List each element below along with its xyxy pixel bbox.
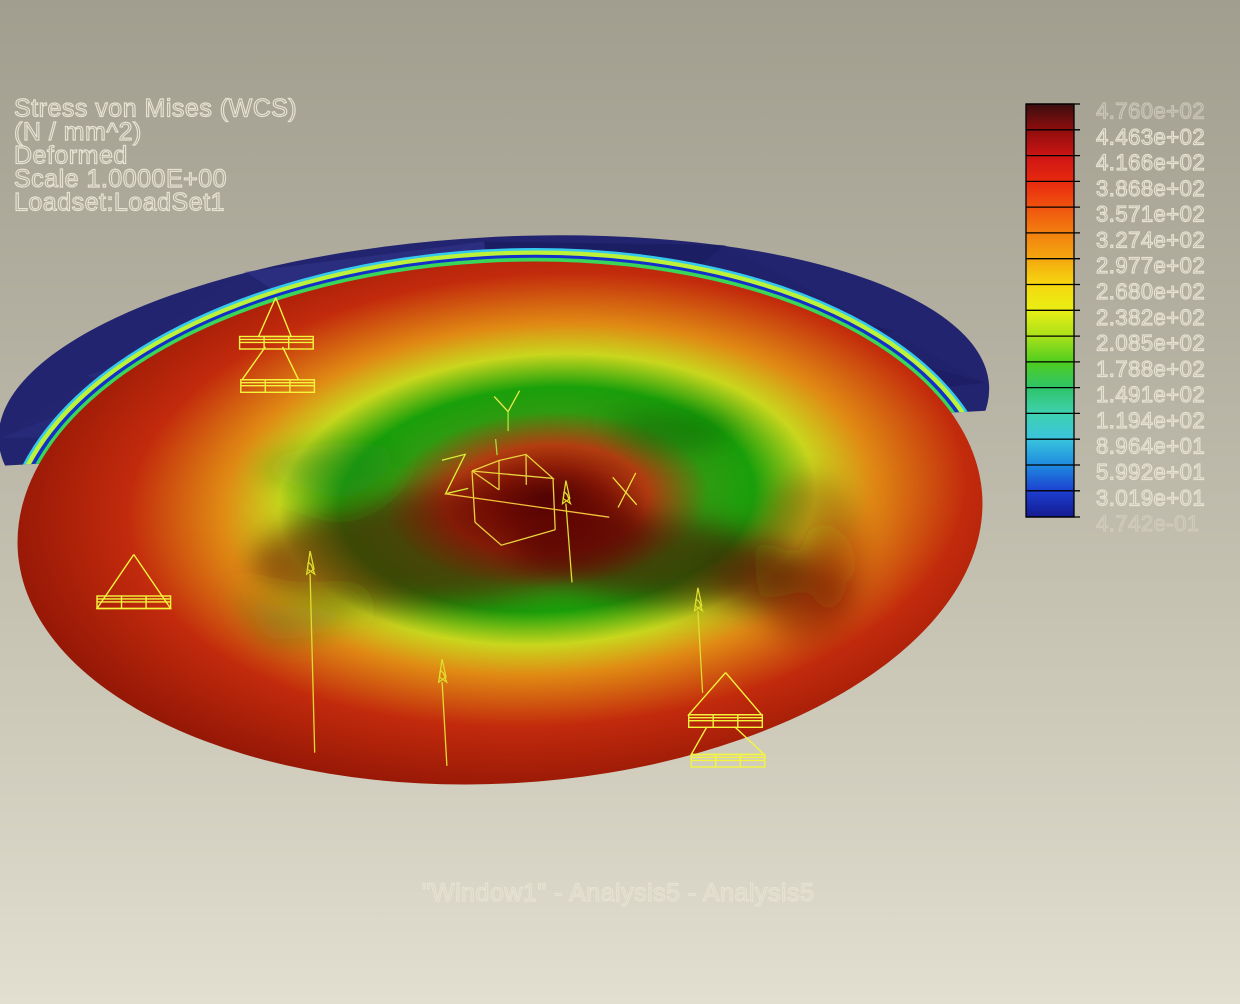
svg-text:1.194e+02: 1.194e+02 <box>1096 408 1205 433</box>
svg-text:1.788e+02: 1.788e+02 <box>1096 356 1205 381</box>
svg-text:4.742e-01: 4.742e-01 <box>1096 511 1200 536</box>
svg-text:5.992e+01: 5.992e+01 <box>1096 460 1205 485</box>
svg-text:2.680e+02: 2.680e+02 <box>1096 279 1205 304</box>
svg-text:Loadset:LoadSet1: Loadset:LoadSet1 <box>14 189 225 217</box>
svg-text:4.760e+02: 4.760e+02 <box>1096 99 1205 124</box>
svg-text:4.166e+02: 4.166e+02 <box>1096 150 1205 175</box>
svg-text:3.019e+01: 3.019e+01 <box>1096 485 1205 510</box>
svg-text:3.868e+02: 3.868e+02 <box>1096 176 1205 201</box>
svg-text:4.463e+02: 4.463e+02 <box>1096 124 1205 149</box>
svg-text:2.977e+02: 2.977e+02 <box>1096 253 1205 278</box>
svg-text:1.491e+02: 1.491e+02 <box>1096 382 1205 407</box>
svg-text:3.274e+02: 3.274e+02 <box>1096 227 1205 252</box>
svg-text:2.085e+02: 2.085e+02 <box>1096 331 1205 356</box>
svg-text:8.964e+01: 8.964e+01 <box>1096 434 1205 459</box>
svg-text:2.382e+02: 2.382e+02 <box>1096 305 1205 330</box>
svg-text:3.571e+02: 3.571e+02 <box>1096 202 1205 227</box>
svg-text:"Window1" - Analysis5 - Analys: "Window1" - Analysis5 - Analysis5 <box>422 879 815 907</box>
